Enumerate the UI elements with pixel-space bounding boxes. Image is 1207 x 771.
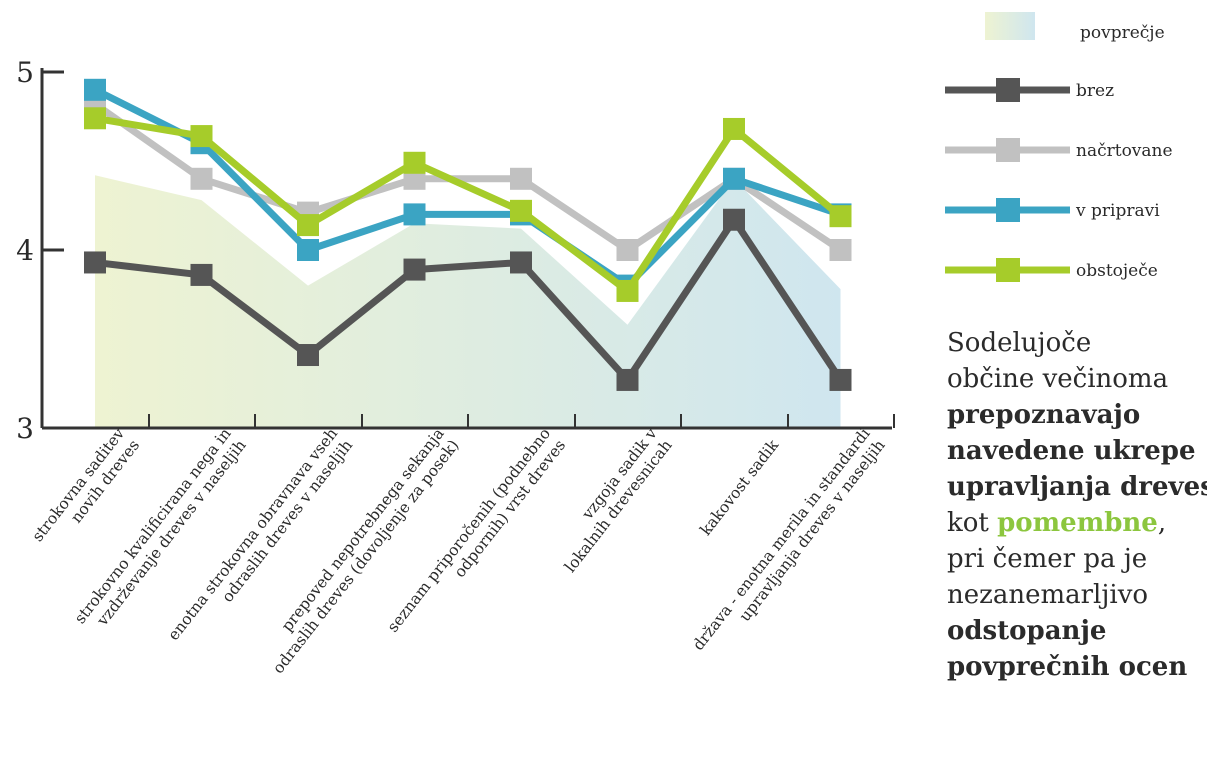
series-line-načrtovane — [92, 101, 843, 254]
legend-item-obstoječe: obstoječe — [945, 258, 1158, 282]
data-point-brez — [297, 344, 319, 367]
legend-item-načrtovane: načrtovane — [945, 138, 1173, 162]
legend-label: v pripravi — [1075, 201, 1160, 221]
commentary-line: nezanemarljivo — [947, 580, 1149, 610]
data-point-obstoječe — [616, 279, 639, 302]
legend-swatch — [985, 12, 1035, 40]
series-line-v-pripravi — [93, 86, 842, 290]
commentary-line: Sodelujoče — [947, 328, 1092, 358]
commentary-line: upravljanja dreves — [947, 472, 1207, 502]
data-point-načrtovane — [190, 167, 213, 190]
commentary-line: odstopanje — [947, 616, 1107, 646]
data-point-načrtovane — [616, 239, 639, 261]
legend-label: brez — [1076, 81, 1114, 101]
commentary-line: povprečnih ocen — [947, 652, 1188, 682]
data-point-brez — [510, 251, 532, 274]
data-point-obstoječe — [510, 199, 532, 222]
data-point-obstoječe — [403, 151, 426, 174]
commentary-line: navedene ukrepe — [947, 436, 1196, 466]
commentary-line: kot pomembne, — [947, 508, 1167, 538]
data-point-brez — [403, 258, 426, 281]
category-label: strokovna saditevnovih dreves — [29, 424, 144, 556]
commentary-line: občine večinoma — [947, 364, 1169, 394]
data-point-brez — [84, 251, 106, 274]
legend-label: obstoječe — [1076, 261, 1158, 281]
commentary-line: prepoznavajo — [947, 400, 1141, 430]
category-label: prepoved nepotrebnega sekanjaodraslih dr… — [254, 425, 463, 677]
legend-item-povprecje: povprečje — [985, 12, 1165, 43]
data-point-brez — [723, 208, 745, 231]
series-line-brez — [94, 216, 844, 384]
data-point-brez — [190, 263, 213, 286]
legend-marker — [996, 258, 1020, 282]
legend-marker — [996, 138, 1020, 162]
data-point-obstoječe — [84, 107, 106, 130]
legend-marker — [996, 198, 1020, 222]
data-point-v-pripravi — [403, 203, 426, 226]
data-point-brez — [616, 368, 639, 391]
series-line-obstoječe — [94, 114, 843, 295]
data-point-obstoječe — [190, 125, 213, 148]
legend-item-v-pripravi: v pripravi — [945, 198, 1160, 222]
data-point-brez — [829, 368, 852, 391]
data-point-načrtovane — [829, 239, 852, 261]
y-tick-label: 3 — [16, 412, 34, 445]
commentary-line: pri čemer pa je — [947, 544, 1148, 574]
data-point-obstoječe — [723, 117, 745, 140]
legend-item-brez: brez — [945, 78, 1114, 102]
category-label: država - enotna merila in standardiuprav… — [689, 425, 889, 666]
area-povprecje — [95, 175, 841, 428]
data-point-obstoječe — [297, 214, 319, 237]
commentary-text: Sodelujoče občine večinoma prepoznavajo nav… — [947, 325, 1207, 685]
y-tick-label: 5 — [16, 56, 34, 89]
y-tick-label: 4 — [16, 234, 34, 267]
data-point-v-pripravi — [84, 78, 106, 101]
category-label: kakovost sadik — [697, 436, 783, 539]
data-point-načrtovane — [510, 167, 532, 190]
data-point-v-pripravi — [723, 167, 745, 190]
data-point-v-pripravi — [297, 239, 319, 261]
legend-marker — [996, 78, 1020, 102]
highlight-word: pomembne — [997, 508, 1158, 538]
legend-label: povprečje — [1080, 23, 1165, 43]
data-point-obstoječe — [829, 205, 852, 228]
legend-label: načrtovane — [1076, 141, 1173, 161]
